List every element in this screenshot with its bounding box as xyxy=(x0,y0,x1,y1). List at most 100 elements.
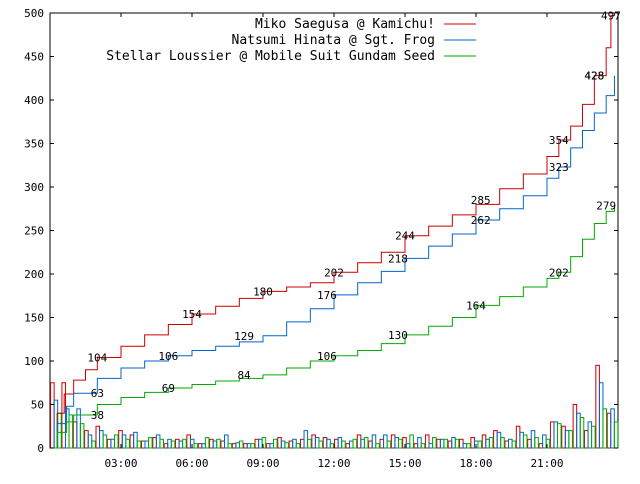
y-tick-label: 0 xyxy=(37,442,44,455)
count-bar xyxy=(436,438,441,449)
ticks-layer: 0 50 100 150 200 250 300 350 400 450 500 03:00 06:00… xyxy=(24,7,618,470)
data-value-label: 69 xyxy=(162,382,175,395)
data-value-label: 104 xyxy=(87,352,107,365)
count-bar xyxy=(292,438,297,449)
count-bar xyxy=(125,438,130,449)
legend-label: Miko Saegusa @ Kamichu! xyxy=(255,17,435,32)
data-value-label: 428 xyxy=(584,70,604,83)
data-value-label: 129 xyxy=(234,330,254,343)
count-bar xyxy=(386,440,392,449)
x-tick-label: 06:00 xyxy=(175,457,208,470)
data-value-label: 106 xyxy=(158,350,178,363)
count-bar xyxy=(84,430,89,449)
count-bar xyxy=(439,438,445,449)
data-value-label: 164 xyxy=(466,299,486,312)
y-tick-label: 150 xyxy=(24,312,44,325)
x-tick-label: 03:00 xyxy=(104,457,137,470)
count-bar xyxy=(409,434,414,449)
count-bar xyxy=(318,440,323,449)
data-value-label: 279 xyxy=(596,199,616,212)
count-bar xyxy=(485,438,490,449)
count-bar xyxy=(204,437,210,449)
count-bar xyxy=(329,443,335,449)
count-bar xyxy=(106,438,112,449)
count-bar xyxy=(394,437,399,449)
count-bar xyxy=(352,438,358,449)
count-bar xyxy=(299,438,305,449)
count-bar xyxy=(462,443,468,449)
count-bar xyxy=(591,425,596,449)
count-bar xyxy=(277,437,282,449)
count-bar xyxy=(413,443,419,449)
plot-frame xyxy=(49,12,619,449)
count-bar xyxy=(102,434,108,449)
count-bar xyxy=(197,443,203,449)
data-value-label: 63 xyxy=(91,387,104,400)
count-bar xyxy=(220,440,226,449)
count-bar xyxy=(500,437,505,449)
count-bar xyxy=(72,421,78,449)
count-bar xyxy=(451,437,456,449)
count-bar xyxy=(508,438,513,449)
count-bar xyxy=(424,434,430,449)
count-bar xyxy=(488,437,494,449)
count-bar xyxy=(64,408,70,449)
count-bar xyxy=(182,438,187,449)
count-bar xyxy=(231,443,237,449)
count-bar xyxy=(61,382,66,449)
count-bar xyxy=(504,440,510,449)
count-bar xyxy=(545,438,551,449)
x-tick-label: 15:00 xyxy=(388,457,421,470)
count-bar xyxy=(227,443,233,449)
count-bar xyxy=(243,443,248,449)
count-bar xyxy=(269,443,275,449)
count-bar xyxy=(383,434,388,449)
count-bar xyxy=(572,404,578,449)
x-tick-label: 12:00 xyxy=(317,457,350,470)
x-tick-label: 09:00 xyxy=(246,457,279,470)
count-bar xyxy=(95,425,101,449)
count-bar xyxy=(568,430,573,449)
data-value-label: 106 xyxy=(317,350,337,363)
count-bar xyxy=(613,421,619,449)
count-bar xyxy=(140,440,146,449)
y-tick-label: 500 xyxy=(24,7,44,20)
data-value-label: 497 xyxy=(601,10,621,23)
count-bar xyxy=(417,437,422,449)
count-bar xyxy=(136,440,142,449)
count-bar xyxy=(549,421,555,449)
count-bar xyxy=(148,437,153,449)
count-bar xyxy=(91,440,96,449)
count-bar xyxy=(57,412,62,449)
data-value-label: 84 xyxy=(237,369,251,382)
count-bar xyxy=(295,443,301,449)
value-labels-layer: 104 154 180 202 244 285 354 428 497 63 106 129 176 21… xyxy=(87,10,620,422)
count-bar xyxy=(432,437,437,449)
y-tick-label: 200 xyxy=(24,268,44,281)
data-value-label: 130 xyxy=(388,329,408,342)
count-bar xyxy=(561,425,566,449)
count-bar xyxy=(175,438,180,449)
count-bar xyxy=(557,423,562,449)
count-bar xyxy=(254,438,260,449)
count-bar xyxy=(322,437,328,449)
count-bar xyxy=(68,414,74,449)
data-value-label: 202 xyxy=(324,266,344,279)
y-tick-label: 450 xyxy=(24,51,44,64)
count-bar xyxy=(326,438,331,449)
count-bar xyxy=(216,438,221,449)
data-value-label: 176 xyxy=(317,289,337,302)
count-bar xyxy=(470,437,475,449)
y-tick-label: 50 xyxy=(31,399,44,412)
series-line xyxy=(50,75,615,449)
count-bar xyxy=(334,438,339,449)
count-bar xyxy=(375,443,380,449)
data-value-label: 180 xyxy=(253,285,273,298)
count-bar xyxy=(311,434,316,449)
count-bar xyxy=(314,437,320,449)
count-bar xyxy=(79,423,85,449)
count-bar xyxy=(265,443,271,449)
legend: Miko Saegusa @ Kamichu!Natsumi Hinata @ … xyxy=(106,17,476,64)
